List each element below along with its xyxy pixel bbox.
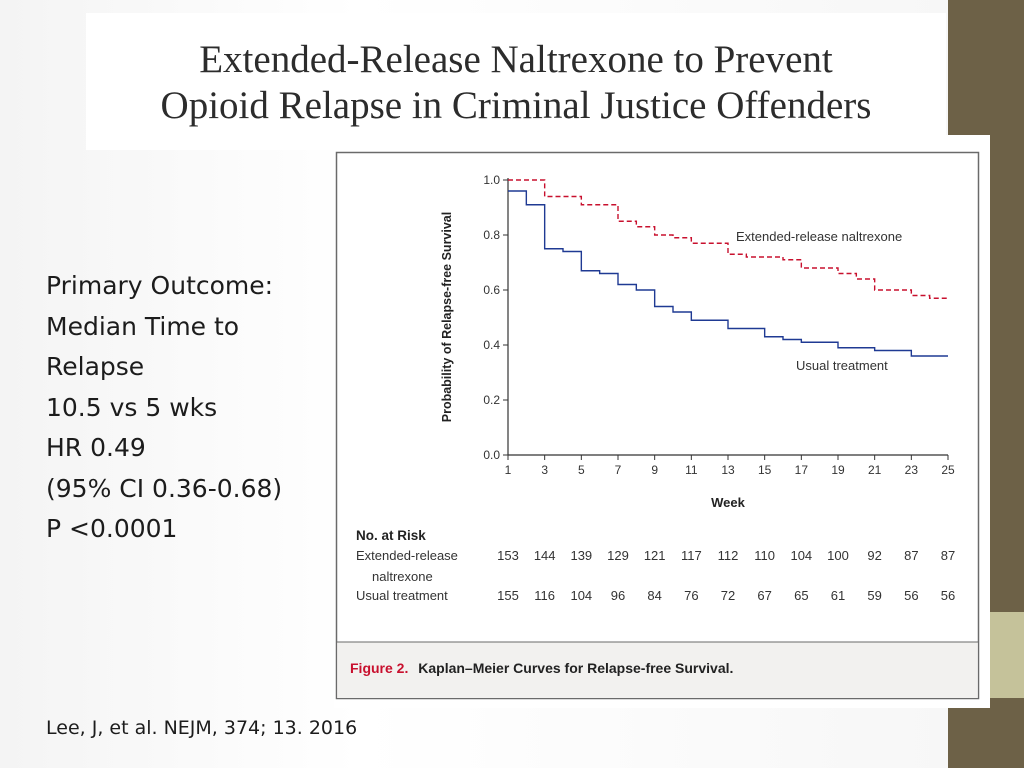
x-axis-label: Week (711, 495, 745, 510)
risk-value: 84 (647, 588, 661, 603)
slide-title-line-2: Opioid Relapse in Criminal Justice Offen… (160, 84, 872, 127)
risk-value: 139 (570, 548, 592, 563)
x-tick-label: 15 (758, 463, 772, 477)
x-tick-label: 11 (685, 463, 698, 477)
kaplan-meier-chart: 0.00.20.40.60.81.01 3 5 7 9 11 13 15 17 19 21 23 25 … (335, 151, 980, 700)
risk-value: 155 (497, 588, 519, 603)
risk-value: 92 (867, 548, 881, 563)
x-tick-label: 25 (941, 463, 955, 477)
caption-bar (337, 642, 978, 698)
outcome-line: P <0.0001 (46, 514, 178, 543)
risk-value: 116 (534, 588, 555, 603)
slide-title: Extended-Release Naltrexone to Prevent O… (86, 13, 946, 150)
risk-value: 56 (904, 588, 918, 603)
risk-value: 110 (754, 548, 775, 563)
risk-value: 117 (681, 548, 702, 563)
y-tick-label: 0.2 (483, 393, 500, 407)
chart-curves (508, 179, 948, 357)
figure-caption: Figure 2. Kaplan–Meier Curves for Relaps… (350, 660, 733, 676)
x-tick-label: 19 (831, 463, 845, 477)
y-tick-label: 1.0 (483, 173, 500, 187)
legend-label-usual: Usual treatment (796, 358, 888, 373)
accent-band-light (990, 612, 1024, 698)
risk-value: 144 (534, 548, 556, 563)
x-tick-label: 1 (505, 463, 512, 477)
risk-table: No. at Risk Extended-release naltrexone … (356, 528, 955, 603)
risk-value: 76 (684, 588, 698, 603)
caption-text: Kaplan–Meier Curves for Relapse-free Sur… (418, 660, 733, 676)
risk-value: 87 (941, 548, 955, 563)
risk-value: 104 (570, 588, 592, 603)
risk-value: 67 (757, 588, 771, 603)
x-tick-label: 7 (615, 463, 622, 477)
outcome-line: HR 0.49 (46, 433, 146, 462)
risk-row-label-naltrexone: Extended-release (356, 548, 458, 563)
risk-value: 153 (497, 548, 519, 563)
risk-value: 59 (867, 588, 881, 603)
x-tick-label: 13 (721, 463, 735, 477)
outcome-line: (95% CI 0.36-0.68) (46, 473, 283, 503)
risk-value: 96 (611, 588, 625, 603)
citation: Lee, J, et al. NEJM, 374; 13. 2016 (46, 717, 358, 739)
risk-value: 56 (941, 588, 955, 603)
outcome-line: Primary Outcome: (46, 271, 274, 300)
legend-label-naltrexone: Extended-release naltrexone (736, 229, 902, 244)
x-tick-label: 23 (905, 463, 919, 477)
chart-axes: 0.00.20.40.60.81.01 3 5 7 9 11 13 15 17 19 21 23 25 (483, 173, 955, 477)
x-tick-label: 21 (868, 463, 882, 477)
y-axis-label: Probability of Relapse-free Survival (440, 212, 454, 423)
risk-table-title: No. at Risk (356, 528, 426, 543)
outcome-line: Relapse (46, 352, 145, 381)
outcome-line: Median Time to (46, 311, 240, 341)
risk-value: 129 (607, 548, 629, 563)
risk-value: 87 (904, 548, 918, 563)
x-tick-label: 3 (541, 463, 548, 477)
risk-value: 104 (790, 548, 812, 563)
x-tick-label: 9 (651, 463, 658, 477)
outcome-line: 10.5 vs 5 wks (46, 392, 218, 422)
risk-value: 100 (827, 548, 849, 563)
y-tick-label: 0.8 (483, 228, 500, 242)
risk-value: 65 (794, 588, 808, 603)
risk-row-label-naltrexone-cont: naltrexone (372, 569, 433, 584)
risk-row-label-usual: Usual treatment (356, 588, 448, 603)
kaplan-meier-figure: 0.0 0.2 0.4 0.6 0.8 1.0 1 3 5 7 9 11 13 15 17 19 21 23 25 … (334, 135, 990, 708)
figure-frame (335, 151, 980, 700)
x-tick-label: 17 (795, 463, 809, 477)
risk-value: 72 (721, 588, 735, 603)
caption-prefix: Figure 2. (350, 660, 408, 676)
primary-outcome-text: Primary Outcome: Median Time to Relapse … (46, 266, 326, 550)
slide-title-line-1: Extended-Release Naltrexone to Prevent (199, 38, 833, 81)
y-tick-label: 0.4 (483, 338, 500, 352)
risk-value: 112 (718, 548, 739, 563)
curve-usual-treatment (508, 190, 948, 357)
y-tick-label: 0.6 (483, 283, 500, 297)
risk-value: 61 (831, 588, 845, 603)
x-tick-label: 5 (578, 463, 585, 477)
risk-value: 121 (644, 548, 666, 563)
y-tick-label: 0.0 (483, 448, 500, 462)
